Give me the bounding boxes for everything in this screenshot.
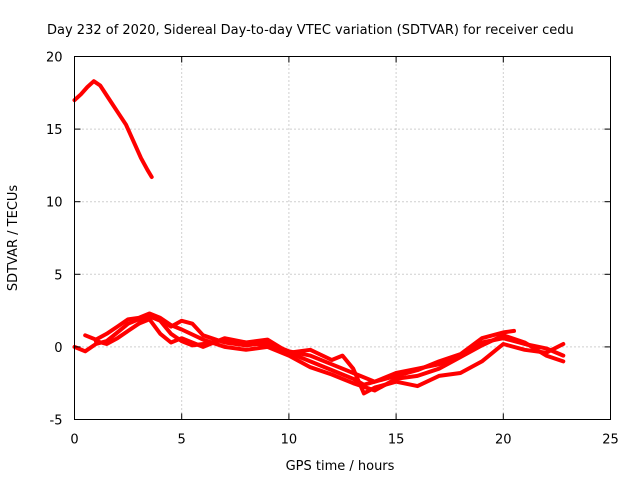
series-line-4 (93, 313, 516, 384)
series-line-1 (72, 79, 154, 179)
y-tick-labels: -5 0 5 10 15 20 (46, 51, 63, 429)
x-tick-label: 15 (388, 433, 405, 448)
y-tick-label: 20 (46, 51, 63, 66)
x-tick-label: 0 (70, 433, 78, 448)
chart-title: Day 232 of 2020, Sidereal Day-to-day VTE… (47, 23, 574, 38)
series-line-5 (136, 317, 566, 396)
y-tick-label: 0 (54, 341, 62, 356)
y-tick-label: -5 (50, 414, 63, 429)
x-tick-label: 10 (281, 433, 298, 448)
y-tick-label: 5 (54, 268, 62, 283)
x-tick-label: 20 (495, 433, 512, 448)
plot-frame (74, 56, 611, 420)
series-layer (72, 79, 566, 396)
grid-layer (74, 56, 611, 420)
x-tick-labels: 0 5 10 15 20 25 (70, 433, 618, 448)
y-tick-label: 15 (46, 123, 63, 138)
series-line-3 (83, 311, 566, 393)
tick-layer (74, 56, 611, 420)
x-axis-label: GPS time / hours (286, 459, 395, 474)
x-tick-label: 5 (178, 433, 186, 448)
y-tick-label: 10 (46, 196, 63, 211)
x-tick-label: 25 (602, 433, 619, 448)
series-line-2 (72, 314, 566, 387)
y-axis-label: SDTVAR / TECUs (6, 185, 21, 292)
